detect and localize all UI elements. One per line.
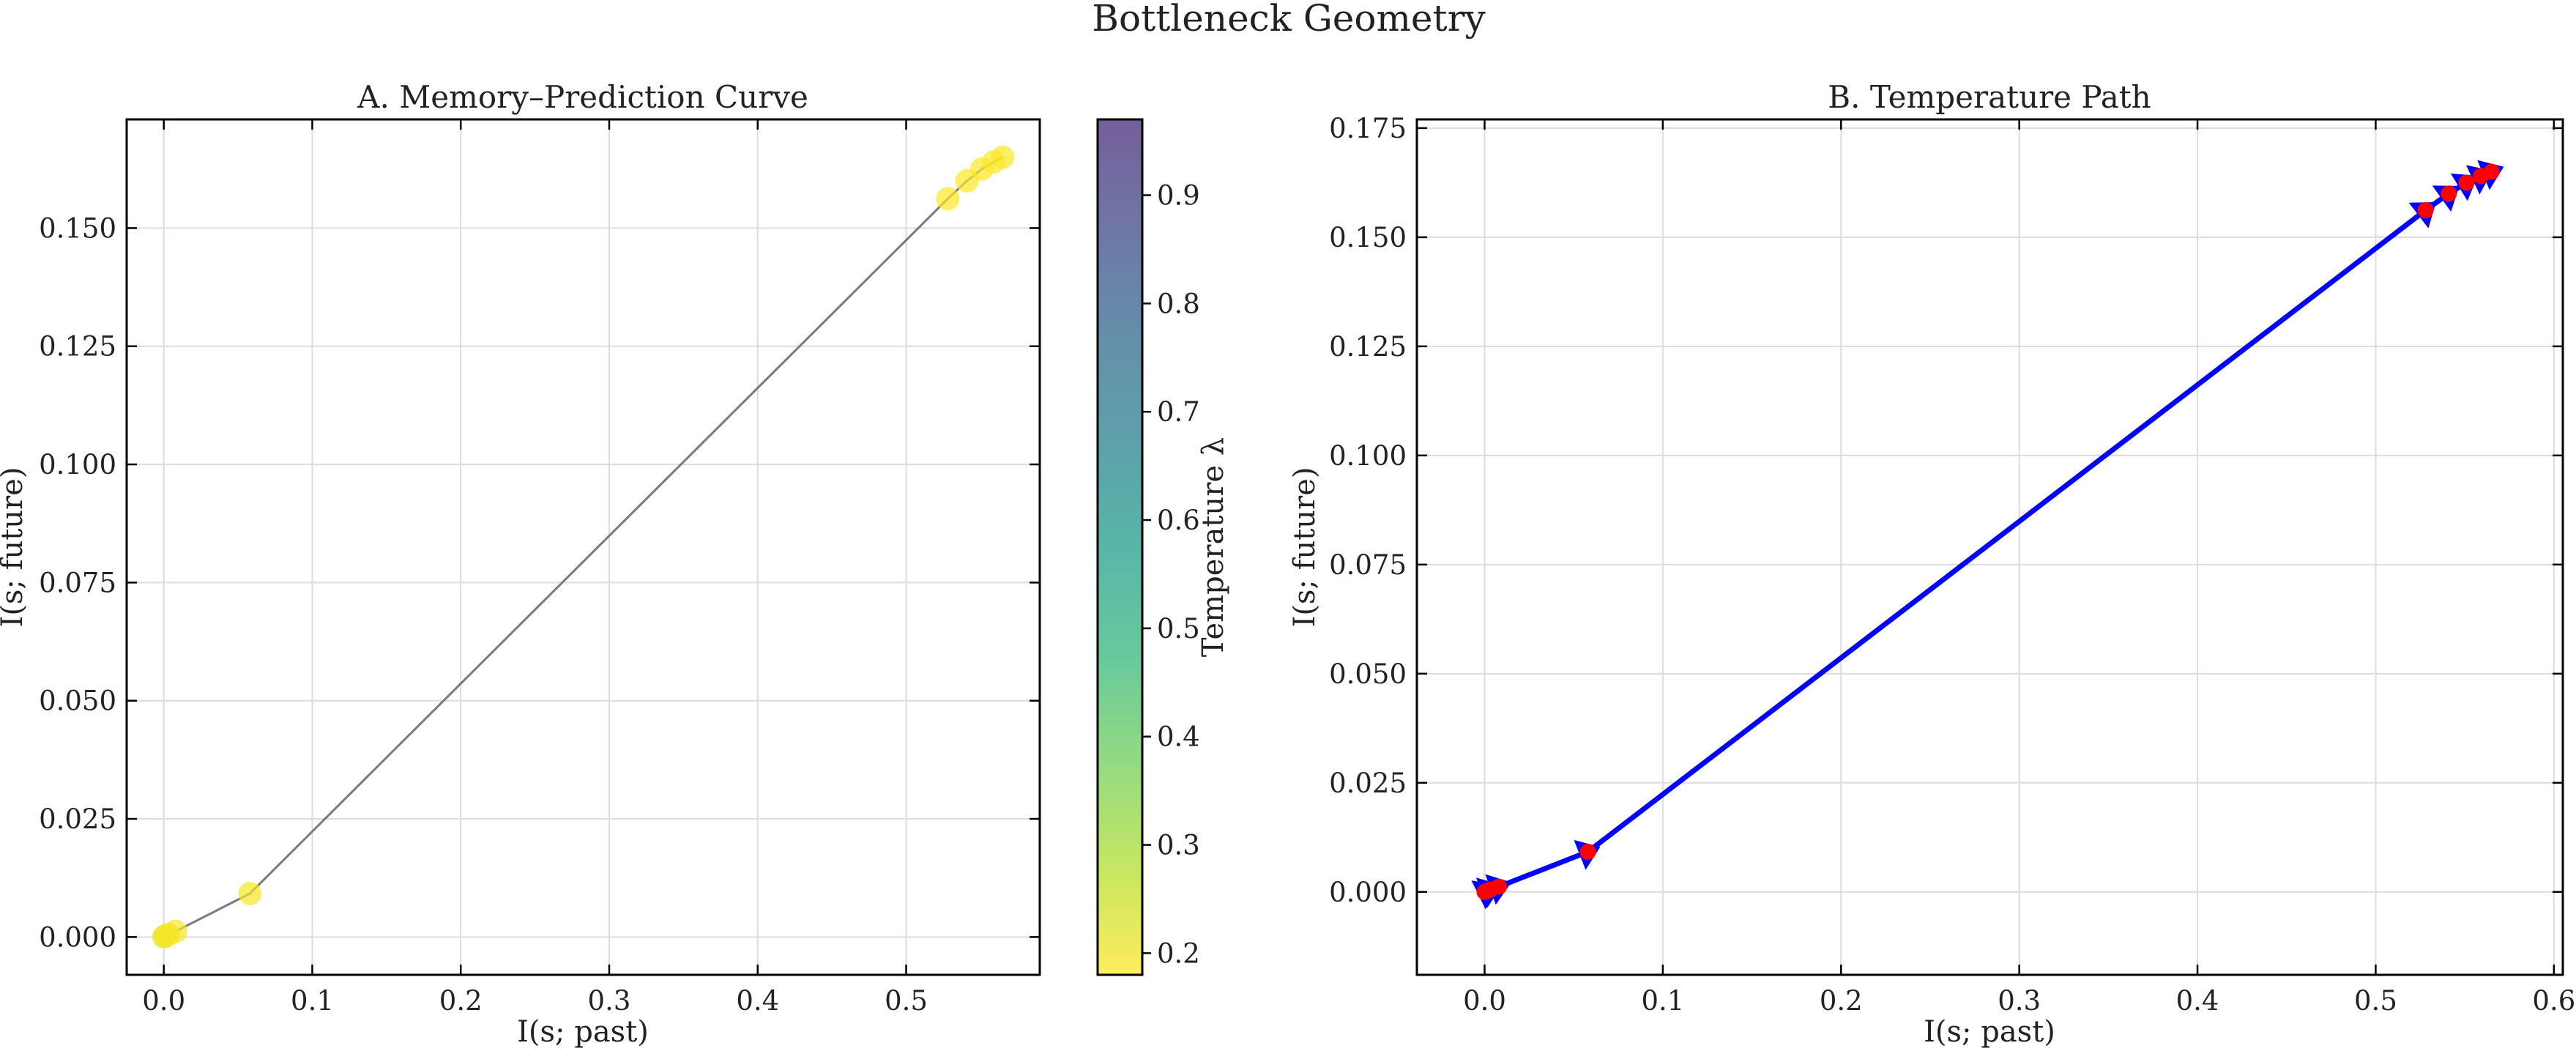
panel-b-y-tick-label: 0.075 — [1329, 549, 1407, 581]
panel-b-y-tick-label: 0.125 — [1329, 331, 1407, 363]
colorbar-tick-label: 0.4 — [1157, 721, 1200, 753]
panel-a-x-tick-label: 0.5 — [885, 985, 928, 1017]
panel-b-y-tick-label: 0.150 — [1329, 222, 1407, 253]
colorbar-label: Temperature λ — [1196, 437, 1230, 657]
colorbar-tick-label: 0.9 — [1157, 179, 1200, 211]
panel-a-x-tick-label: 0.2 — [439, 985, 483, 1017]
panel-b-x-tick-label: 0.1 — [1641, 985, 1684, 1017]
panel-b-y-tick-label: 0.000 — [1329, 877, 1407, 908]
panel-a-x-tick-label: 0.0 — [142, 985, 185, 1017]
panel-a-data-point — [163, 919, 187, 943]
panel-a-y-axis-label: I(s; future) — [0, 467, 29, 628]
panel-a-y-tick-label: 0.100 — [39, 449, 116, 480]
panel-b-title: B. Temperature Path — [1828, 79, 2151, 115]
panel-b-y-tick-label: 0.100 — [1329, 440, 1407, 472]
panel-b-y-tick-label: 0.050 — [1329, 658, 1407, 690]
panel-b-path-arrow-shaft — [1497, 849, 1589, 889]
panel-a-plot-frame — [125, 118, 1041, 976]
panel-b-temperature-path: 0.0 0.1 0.2 0.3 0.4 0.5 0.6 0.000 0.025 0.050 0.07… — [1288, 79, 2575, 1049]
panel-a-x-tick-label: 0.4 — [736, 985, 779, 1017]
colorbar: 0.2 0.3 0.4 0.5 0.6 0.7 0.8 0.9 Temperature λ — [1096, 118, 1230, 976]
panel-a-y-tick-label: 0.075 — [39, 567, 116, 598]
colorbar-tick-label: 0.8 — [1157, 288, 1200, 319]
panel-a-y-tick-label: 0.000 — [39, 921, 116, 953]
panel-b-data-point — [2441, 185, 2457, 202]
colorbar-tick-label: 0.2 — [1157, 937, 1200, 969]
panel-a-curve-line — [163, 156, 1004, 938]
panel-b-x-tick-label: 0.5 — [2354, 985, 2397, 1017]
panel-b-x-tick-label: 0.4 — [2176, 985, 2219, 1017]
panel-b-x-tick-label: 0.2 — [1820, 985, 1863, 1017]
panel-b-data-point — [2417, 201, 2434, 218]
colorbar-gradient — [1098, 119, 1142, 975]
panel-b-data-point — [2483, 163, 2500, 180]
panel-a-memory-prediction-curve: 0.0 0.1 0.2 0.3 0.4 0.5 0.000 0.025 0.050 0.075 0.… — [0, 79, 1041, 1049]
panel-b-y-axis-label: I(s; future) — [1288, 467, 1322, 628]
panel-a-title: A. Memory–Prediction Curve — [357, 79, 808, 115]
colorbar-tick-label: 0.7 — [1157, 396, 1200, 428]
panel-a-x-tick-label: 0.1 — [291, 985, 334, 1017]
panel-b-path-arrow-shaft — [1586, 208, 2427, 854]
colorbar-tick-label: 0.3 — [1157, 830, 1200, 861]
colorbar-tick-label: 0.5 — [1157, 613, 1200, 645]
colorbar-tick-label: 0.6 — [1157, 505, 1200, 536]
panel-b-x-tick-label: 0.0 — [1463, 985, 1506, 1017]
panel-b-data-point — [2458, 174, 2475, 191]
figure-title: Bottleneck Geometry — [1092, 0, 1486, 40]
panel-a-y-tick-label: 0.025 — [39, 803, 116, 835]
panel-b-x-axis-label: I(s; past) — [1924, 1015, 2055, 1049]
panel-a-data-point — [991, 145, 1015, 169]
panel-a-x-tick-label: 0.3 — [588, 985, 631, 1017]
panel-b-x-tick-label: 0.3 — [1998, 985, 2041, 1017]
panel-b-x-tick-label: 0.6 — [2532, 985, 2575, 1017]
panel-a-y-tick-label: 0.150 — [39, 212, 116, 244]
panel-a-y-tick-label: 0.125 — [39, 331, 116, 363]
panel-a-data-point — [936, 187, 960, 211]
colorbar-frame — [1096, 118, 1144, 976]
panel-a-data-point — [238, 882, 262, 906]
panel-b-plot-frame — [1415, 118, 2564, 976]
panel-a-x-axis-label: I(s; past) — [517, 1015, 649, 1049]
panel-a-y-tick-label: 0.050 — [39, 686, 116, 717]
panel-b-data-point — [1490, 878, 1507, 895]
panel-b-data-point — [1579, 843, 1596, 860]
panel-b-y-tick-label: 0.175 — [1329, 113, 1407, 144]
panel-b-y-tick-label: 0.025 — [1329, 768, 1407, 799]
